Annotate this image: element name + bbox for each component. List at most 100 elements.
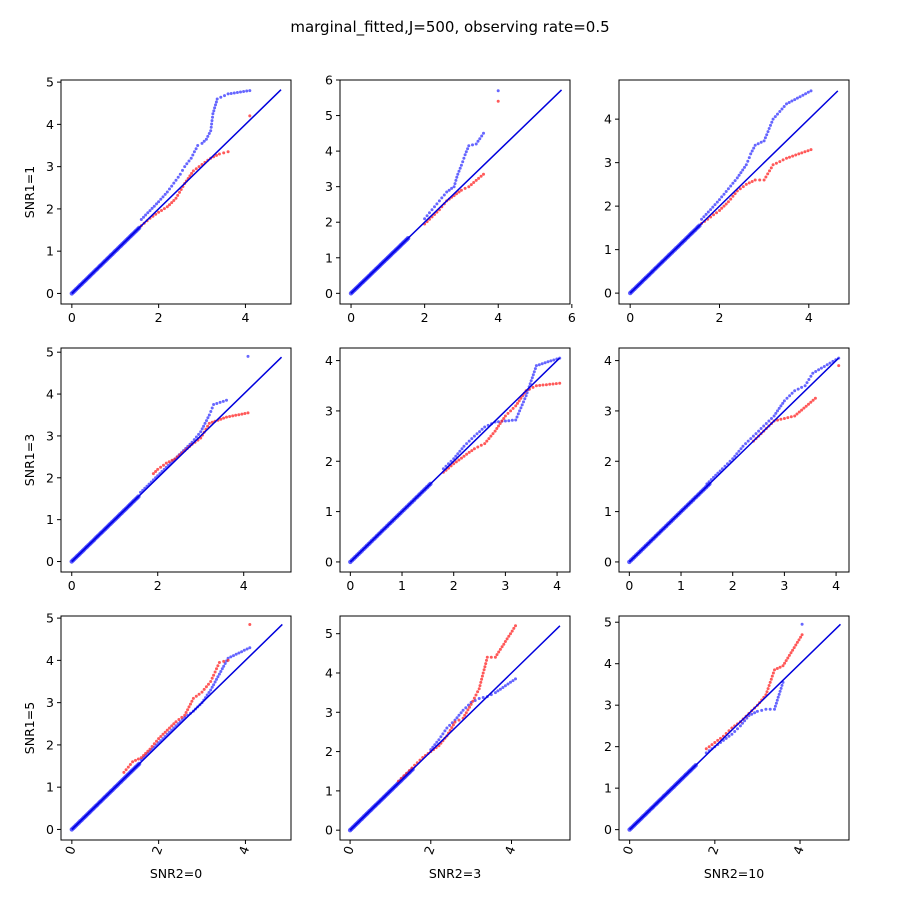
scatter-point — [558, 381, 562, 385]
scatter-point — [737, 449, 741, 453]
scatter-point — [534, 384, 538, 388]
scatter-point — [234, 413, 238, 417]
scatter-point — [209, 680, 213, 683]
scatter-point — [514, 404, 518, 408]
scatter-point — [447, 188, 451, 192]
scatter-point — [764, 707, 768, 711]
scatter-point — [552, 358, 556, 362]
x-tick-label: 3 — [501, 578, 509, 593]
scatter-point — [472, 447, 476, 451]
scatter-point — [738, 724, 742, 728]
scatter-point — [510, 629, 514, 633]
scatter-point — [212, 673, 216, 677]
scatter-point — [457, 718, 461, 722]
scatter-point — [503, 419, 507, 423]
scatter-point — [139, 756, 143, 760]
scatter-point — [707, 745, 711, 749]
scatter-point — [176, 175, 180, 179]
scatter-point — [807, 378, 811, 381]
scatter-point — [510, 418, 514, 422]
scatter-point — [797, 410, 801, 414]
scatter-point — [463, 186, 467, 190]
scatter-point — [780, 683, 784, 687]
scatter-point — [548, 382, 552, 386]
y-tick-label: 4 — [46, 653, 54, 668]
x-tick-label: 2 — [421, 310, 429, 325]
y-tick-label: 4 — [325, 144, 333, 159]
scatter-point — [191, 696, 195, 700]
scatter-point — [176, 193, 180, 197]
scatter-point — [766, 130, 770, 134]
scatter-point — [496, 689, 500, 693]
scatter-point — [465, 452, 469, 456]
axes-frame — [339, 615, 571, 841]
scatter-point — [534, 364, 538, 368]
scatter-point — [482, 131, 485, 135]
scatter-point — [178, 172, 182, 176]
scatter-point — [161, 732, 165, 736]
scatter-point — [152, 742, 156, 746]
scatter-point — [469, 183, 473, 187]
scatter-point — [428, 211, 431, 215]
scatter-point — [747, 181, 751, 185]
reference-line — [71, 356, 283, 563]
scatter-point — [205, 419, 208, 423]
scatter-point — [528, 382, 532, 386]
scatter-point — [741, 444, 745, 448]
scatter-point — [144, 751, 148, 755]
scatter-point — [804, 404, 808, 408]
scatter-point — [437, 199, 441, 203]
scatter-point — [765, 690, 769, 694]
x-axis-label: SNR2=10 — [704, 866, 764, 881]
scatter-point — [774, 701, 778, 705]
scatter-point — [174, 196, 178, 200]
scatter-point — [474, 178, 478, 182]
x-tick-label: 4 — [805, 310, 813, 325]
scatter-point — [817, 368, 821, 372]
scatter-point — [724, 202, 728, 206]
scatter-point — [775, 667, 779, 670]
scatter-point — [749, 437, 753, 441]
y-tick-label: 0 — [325, 823, 333, 838]
x-tick-label: 0 — [625, 578, 633, 593]
scatter-point — [242, 648, 246, 652]
x-tick-label: 6 — [568, 310, 576, 325]
scatter-point — [731, 194, 735, 198]
scatter-point — [191, 153, 195, 157]
scatter-point — [210, 122, 214, 126]
scatter-point — [779, 417, 783, 421]
subplot-1-3: 0 2 4 0 1 2 3 4 — [604, 79, 850, 325]
y-tick-label: 5 — [325, 108, 333, 123]
scatter-point — [187, 159, 191, 163]
subplot-1-2: 0 2 4 6 0 1 2 3 4 5 6 — [325, 73, 576, 326]
scatter-point — [485, 658, 488, 662]
scatter-point — [457, 713, 461, 717]
y-tick-label: 3 — [46, 695, 54, 710]
scatter-point — [185, 162, 189, 166]
y-tick-label: 4 — [325, 353, 333, 368]
scatter-point — [493, 429, 497, 433]
scatter-point — [163, 730, 167, 734]
scatter-point — [811, 398, 815, 402]
scatter-point — [506, 682, 510, 686]
scatter-point — [713, 203, 717, 207]
scatter-point — [495, 427, 499, 430]
reference-line — [349, 625, 561, 831]
axes-frame — [618, 615, 850, 841]
scatter-point — [150, 206, 154, 210]
scatter-point — [811, 371, 815, 375]
scatter-point — [480, 134, 484, 138]
scatter-point — [509, 409, 513, 413]
scatter-point — [741, 721, 744, 725]
y-tick-label: 1 — [325, 783, 333, 798]
scatter-point — [803, 150, 807, 154]
scatter-point — [516, 401, 519, 405]
scatter-point — [456, 452, 460, 456]
scatter-point — [716, 738, 720, 742]
scatter-point — [168, 203, 171, 207]
scatter-point — [234, 652, 238, 656]
scatter-point — [479, 680, 483, 684]
scatter-point — [152, 204, 156, 208]
y-tick-label: 1 — [325, 250, 333, 265]
scatter-point — [229, 655, 233, 659]
